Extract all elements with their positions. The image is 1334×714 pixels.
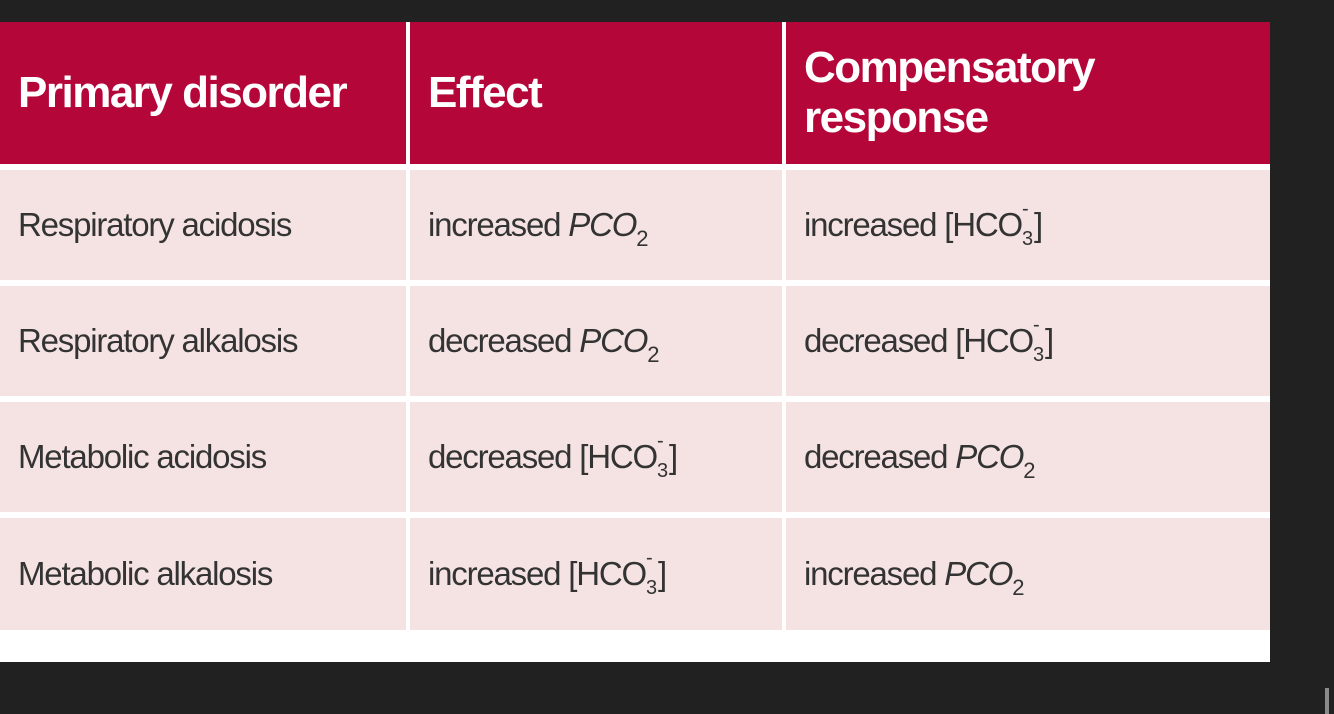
disorder-cell: Metabolic acidosis xyxy=(0,402,410,518)
table-row: Metabolic acidosis decreased [HCO -3] dec… xyxy=(0,402,1270,518)
disorder-cell: Respiratory alkalosis xyxy=(0,286,410,402)
disorder-cell: Respiratory acidosis xyxy=(0,170,410,286)
response-text: increased PCO2 xyxy=(804,555,1024,600)
response-text: decreased PCO2 xyxy=(804,438,1035,483)
table-header-row: Primary disorder Effect Compensatory res… xyxy=(0,22,1270,170)
table-row: Respiratory acidosis increased PCO2 incr… xyxy=(0,170,1270,286)
response-text: increased [HCO -3] xyxy=(804,198,1043,250)
response-cell: decreased PCO2 xyxy=(786,402,1270,518)
acid-base-table-container: Primary disorder Effect Compensatory res… xyxy=(0,22,1270,662)
table-row: Metabolic alkalosis increased [HCO -3] in… xyxy=(0,518,1270,630)
disorder-cell: Metabolic alkalosis xyxy=(0,518,410,630)
effect-cell: increased [HCO -3] xyxy=(410,518,786,630)
disorder-text: Metabolic acidosis xyxy=(18,438,267,475)
response-cell: increased PCO2 xyxy=(786,518,1270,630)
header-effect: Effect xyxy=(410,22,786,170)
header-compensatory-response: Compensatory response xyxy=(786,22,1270,170)
response-text: decreased [HCO -3] xyxy=(804,314,1054,366)
disorder-text: Respiratory acidosis xyxy=(18,206,292,243)
acid-base-table: Primary disorder Effect Compensatory res… xyxy=(0,22,1270,630)
effect-cell: decreased PCO2 xyxy=(410,286,786,402)
header-primary-disorder: Primary disorder xyxy=(0,22,410,170)
response-cell: decreased [HCO -3] xyxy=(786,286,1270,402)
effect-text: increased PCO2 xyxy=(428,206,648,251)
response-cell: increased [HCO -3] xyxy=(786,170,1270,286)
effect-text: decreased PCO2 xyxy=(428,322,659,367)
effect-text: increased [HCO -3] xyxy=(428,547,667,599)
effect-text: decreased [HCO -3] xyxy=(428,430,678,482)
disorder-text: Metabolic alkalosis xyxy=(18,555,273,592)
text-cursor-mark xyxy=(1325,688,1329,714)
table-row: Respiratory alkalosis decreased PCO2 dec… xyxy=(0,286,1270,402)
disorder-text: Respiratory alkalosis xyxy=(18,322,298,359)
effect-cell: decreased [HCO -3] xyxy=(410,402,786,518)
effect-cell: increased PCO2 xyxy=(410,170,786,286)
